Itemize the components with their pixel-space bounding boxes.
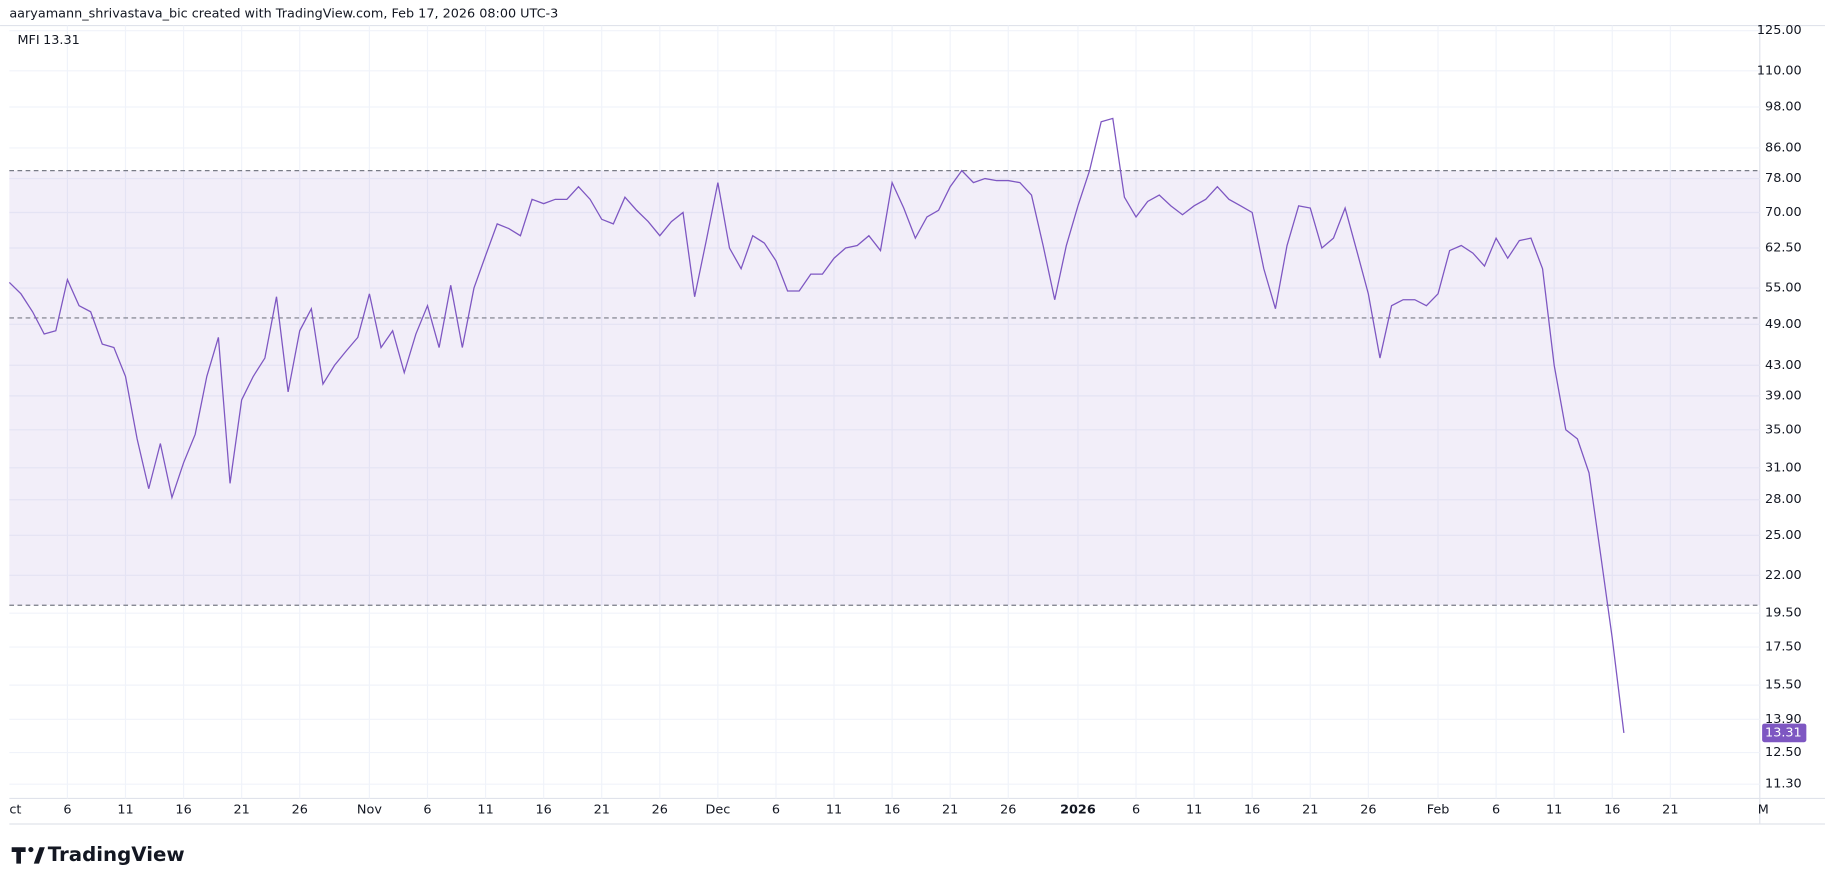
y-tick-label: 17.50 — [1765, 640, 1802, 655]
y-tick-label: 28.00 — [1765, 492, 1802, 507]
x-tick-label: 6 — [423, 803, 431, 818]
y-tick-label: 11.30 — [1765, 777, 1802, 792]
x-tick-label: ct — [9, 803, 21, 818]
x-tick-label: 26 — [1360, 803, 1376, 818]
brand-logo: TradingView — [11, 843, 185, 866]
x-tick-label: Nov — [357, 803, 382, 818]
grid — [9, 25, 1760, 799]
y-tick-label: 39.00 — [1765, 388, 1802, 403]
x-tick-label: 21 — [234, 803, 250, 818]
x-tick-label: 16 — [1604, 803, 1620, 818]
legend-value: 13.31 — [43, 33, 80, 48]
axes: 125.00 110.00 98.00 86.00 78.00 70.00 62.50 55.… — [9, 23, 1807, 818]
last-value-badge — [1762, 723, 1807, 743]
y-tick-label: 62.50 — [1765, 241, 1802, 256]
y-tick-label: 70.00 — [1765, 205, 1802, 220]
x-tick-label: 2026 — [1060, 803, 1096, 818]
y-tick-label: 12.50 — [1765, 745, 1802, 760]
header-text: aaryamann_shrivastava_bic created with T… — [9, 6, 558, 21]
x-tick-label: 11 — [826, 803, 842, 818]
y-tick-label: 98.00 — [1765, 100, 1802, 115]
x-tick-label: Dec — [705, 803, 730, 818]
x-tick-label: 6 — [772, 803, 780, 818]
y-tick-label: 110.00 — [1757, 63, 1802, 78]
logo-dot — [28, 847, 34, 853]
x-tick-label: M — [1758, 803, 1769, 818]
x-tick-label: 11 — [117, 803, 133, 818]
y-tick-label: 55.00 — [1765, 281, 1802, 296]
x-tick-label: 16 — [536, 803, 552, 818]
x-tick-label: 11 — [1186, 803, 1202, 818]
y-tick-label: 13.90 — [1765, 712, 1802, 727]
y-tick-label: 35.00 — [1765, 422, 1802, 437]
x-tick-label: 16 — [1244, 803, 1260, 818]
last-value-label: 13.31 — [1765, 725, 1802, 740]
y-tick-label: 86.00 — [1765, 140, 1802, 155]
y-tick-label: 78.00 — [1765, 171, 1802, 186]
x-tick-label: 26 — [652, 803, 668, 818]
x-tick-label: 6 — [1132, 803, 1140, 818]
x-tick-label: 16 — [884, 803, 900, 818]
x-tick-label: Feb — [1427, 803, 1450, 818]
brand-text: TradingView — [48, 843, 185, 866]
y-tick-label: 22.00 — [1765, 568, 1802, 583]
x-tick-label: 21 — [1302, 803, 1318, 818]
y-tick-label: 49.00 — [1765, 317, 1802, 332]
y-tick-label: 25.00 — [1765, 528, 1802, 543]
plot — [8, 117, 1760, 733]
x-tick-label: 6 — [1492, 803, 1500, 818]
x-tick-label: 11 — [1546, 803, 1562, 818]
x-tick-label: 26 — [1000, 803, 1016, 818]
band-fill — [9, 170, 1760, 606]
y-tick-label: 19.50 — [1765, 606, 1802, 621]
x-tick-label: 16 — [175, 803, 191, 818]
x-tick-label: 26 — [292, 803, 308, 818]
x-tick-label: 21 — [594, 803, 610, 818]
x-tick-label: 21 — [1662, 803, 1678, 818]
x-tick-label: 21 — [942, 803, 958, 818]
y-tick-label: 43.00 — [1765, 358, 1802, 373]
y-tick-label: 125.00 — [1757, 23, 1802, 38]
logo-slash — [33, 847, 45, 864]
logo-mark — [11, 847, 26, 864]
x-tick-label: 6 — [63, 803, 71, 818]
mfi-line — [8, 117, 1625, 733]
legend-name: MFI — [17, 33, 39, 48]
y-tick-label: 15.50 — [1765, 678, 1802, 693]
x-tick-label: 11 — [477, 803, 493, 818]
y-tick-label: 31.00 — [1765, 460, 1802, 475]
